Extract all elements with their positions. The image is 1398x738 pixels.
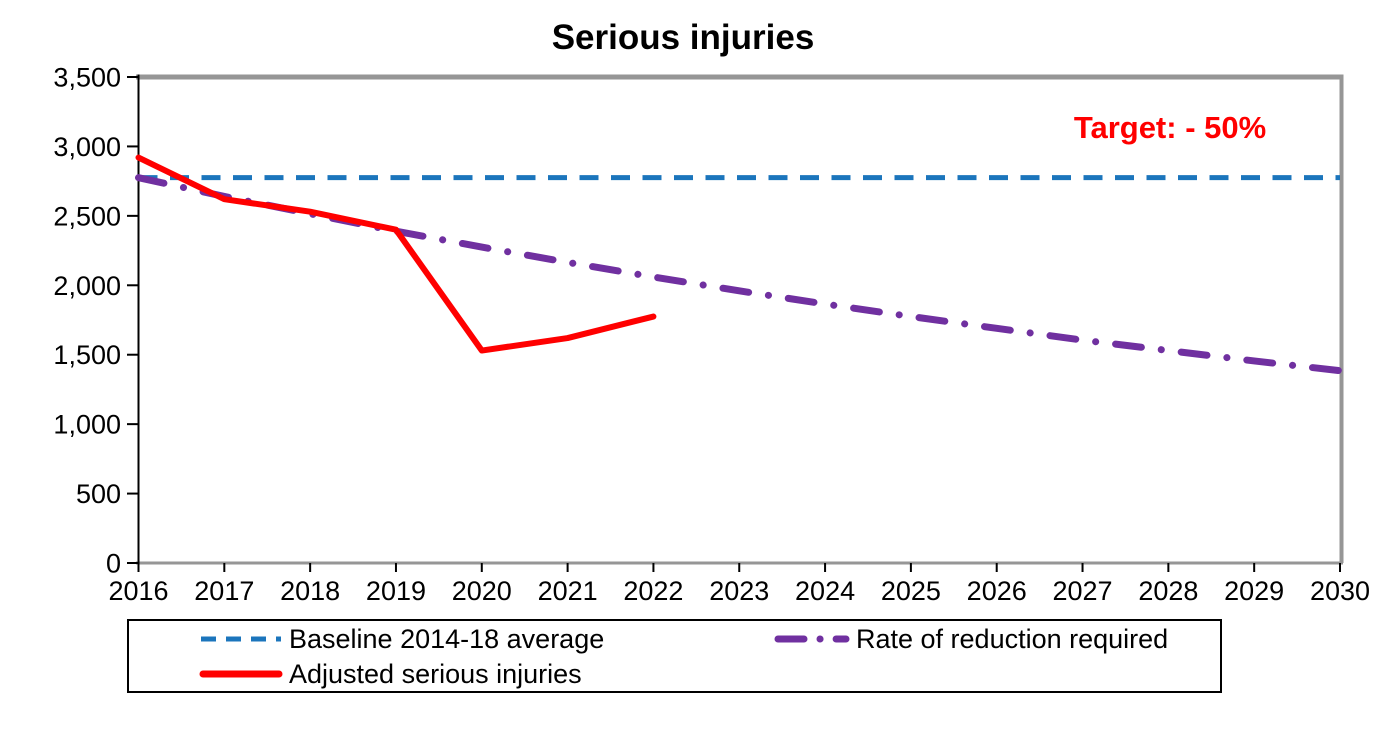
y-tick-label: 500 <box>76 479 121 509</box>
y-tick-label: 3,000 <box>53 132 121 162</box>
y-tick-label: 1,500 <box>53 340 121 370</box>
legend: Baseline 2014-18 average Rate of reducti… <box>127 619 1222 693</box>
series-adjusted <box>135 154 657 354</box>
x-tick-label: 2028 <box>1138 576 1198 606</box>
legend-label-adjusted: Adjusted serious injuries <box>289 658 582 689</box>
target-annotation: Target: - 50% <box>1073 110 1267 145</box>
x-tick-label: 2018 <box>280 576 340 606</box>
x-tick-label: 2027 <box>1052 576 1112 606</box>
x-tick-label: 2021 <box>538 576 598 606</box>
x-tick-label: 2020 <box>452 576 512 606</box>
x-tick-label: 2019 <box>366 576 426 606</box>
legend-item-rate: Rate of reduction required <box>774 623 1168 655</box>
series-rate <box>135 174 1344 375</box>
chart-title: Serious injuries <box>551 18 815 57</box>
x-tick-label: 2022 <box>623 576 683 606</box>
y-tick-label: 3,500 <box>53 63 121 93</box>
x-tick-label: 2025 <box>881 576 941 606</box>
x-tick-label: 2030 <box>1310 576 1370 606</box>
y-tick-label: 1,000 <box>53 410 121 440</box>
y-tick-label: 0 <box>106 549 121 579</box>
x-tick-label: 2029 <box>1224 576 1284 606</box>
rate-line-sample-icon <box>774 635 850 643</box>
legend-label-baseline: Baseline 2014-18 average <box>289 623 605 654</box>
x-tick-label: 2026 <box>967 576 1027 606</box>
legend-label-rate: Rate of reduction required <box>856 623 1169 654</box>
legend-item-adjusted: Adjusted serious injuries <box>199 658 582 690</box>
x-tick-label: 2016 <box>108 576 168 606</box>
y-tick-label: 2,500 <box>53 201 121 231</box>
x-tick-label: 2017 <box>194 576 254 606</box>
legend-item-baseline: Baseline 2014-18 average <box>199 623 604 655</box>
baseline-line-sample-icon <box>201 636 281 642</box>
x-tick-label: 2024 <box>795 576 855 606</box>
adjusted-line-sample-icon <box>199 670 283 678</box>
y-tick-label: 2,000 <box>53 271 121 301</box>
x-tick-label: 2023 <box>709 576 769 606</box>
